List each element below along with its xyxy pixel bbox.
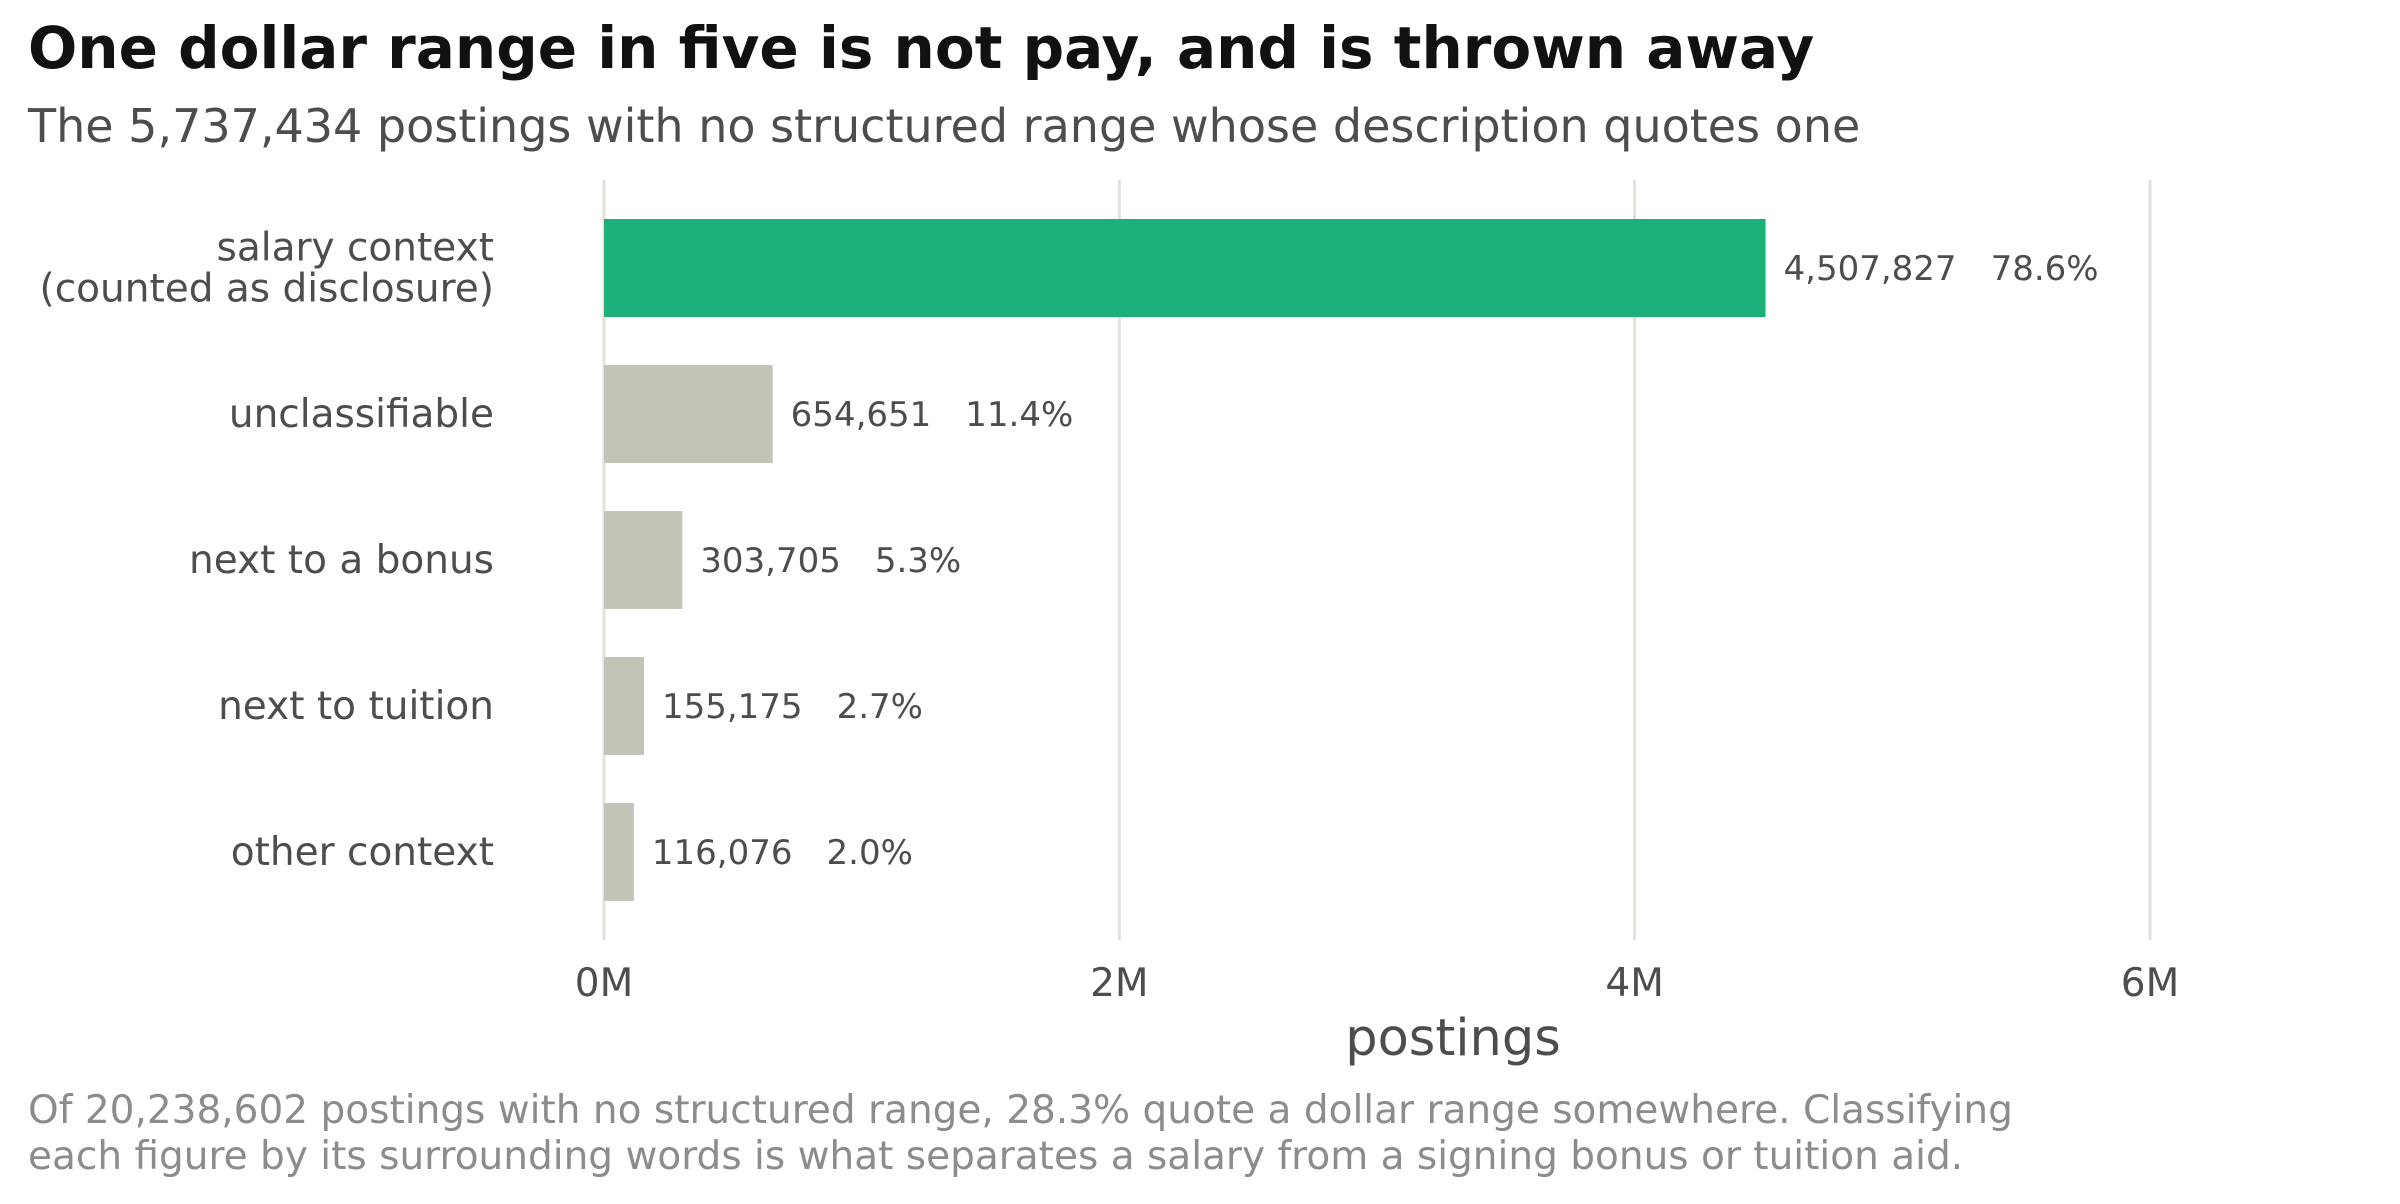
value-label-3: 155,175 2.7%	[662, 687, 923, 727]
category-label-3: next to tuition	[218, 684, 494, 729]
value-count-1: 654,651	[791, 395, 932, 435]
value-count-0: 4,507,827	[1784, 249, 1957, 289]
category-label-2: next to a bonus	[189, 538, 494, 583]
value-count-4: 116,076	[652, 833, 793, 873]
value-percent-4: 2.0%	[827, 833, 913, 873]
value-percent-2: 5.3%	[875, 541, 961, 581]
bar-2	[604, 511, 683, 609]
x-axis-label: postings	[1345, 1009, 1561, 1068]
chart-title: One dollar range in five is not pay, and…	[28, 14, 1814, 82]
caption-line-1: Of 20,238,602 postings with no structure…	[28, 1088, 2013, 1133]
category-label-0-line-1: (counted as disclosure)	[40, 267, 494, 312]
value-count-2: 303,705	[700, 541, 841, 581]
bar-0	[604, 219, 1766, 317]
category-labels: salary context(counted as disclosure) unc…	[40, 226, 494, 876]
value-label-1: 654,651 11.4%	[791, 395, 1074, 435]
chart-subtitle: The 5,737,434 postings with no structure…	[27, 99, 1860, 153]
value-count-3: 155,175	[662, 687, 803, 727]
category-label-4: other context	[231, 830, 494, 875]
bar-3	[604, 657, 644, 755]
value-label-0: 4,507,827 78.6%	[1784, 249, 2099, 289]
category-label-0-line-0: salary context	[217, 226, 494, 271]
value-percent-3: 2.7%	[837, 687, 923, 727]
category-label-1: unclassifiable	[229, 392, 494, 437]
x-tick-label-1: 2M	[1090, 961, 1148, 1006]
value-percent-1: 11.4%	[965, 395, 1073, 435]
x-tick-label-3: 6M	[2121, 961, 2179, 1006]
x-tick-label-2: 4M	[1605, 961, 1663, 1006]
value-percent-0: 78.6%	[1991, 249, 2099, 289]
bars	[604, 219, 1766, 901]
bar-1	[604, 365, 773, 463]
caption-line-2: each figure by its surrounding words is …	[28, 1134, 1963, 1179]
value-label-4: 116,076 2.0%	[652, 833, 913, 873]
bar-4	[604, 803, 634, 901]
x-tick-label-0: 0M	[575, 961, 633, 1006]
value-label-2: 303,705 5.3%	[700, 541, 961, 581]
value-labels: 4,507,827 78.6% 654,651 11.4% 303,705 5.3% 155…	[652, 249, 2099, 873]
x-tick-labels: 0M 2M 4M 6M	[575, 961, 2179, 1006]
